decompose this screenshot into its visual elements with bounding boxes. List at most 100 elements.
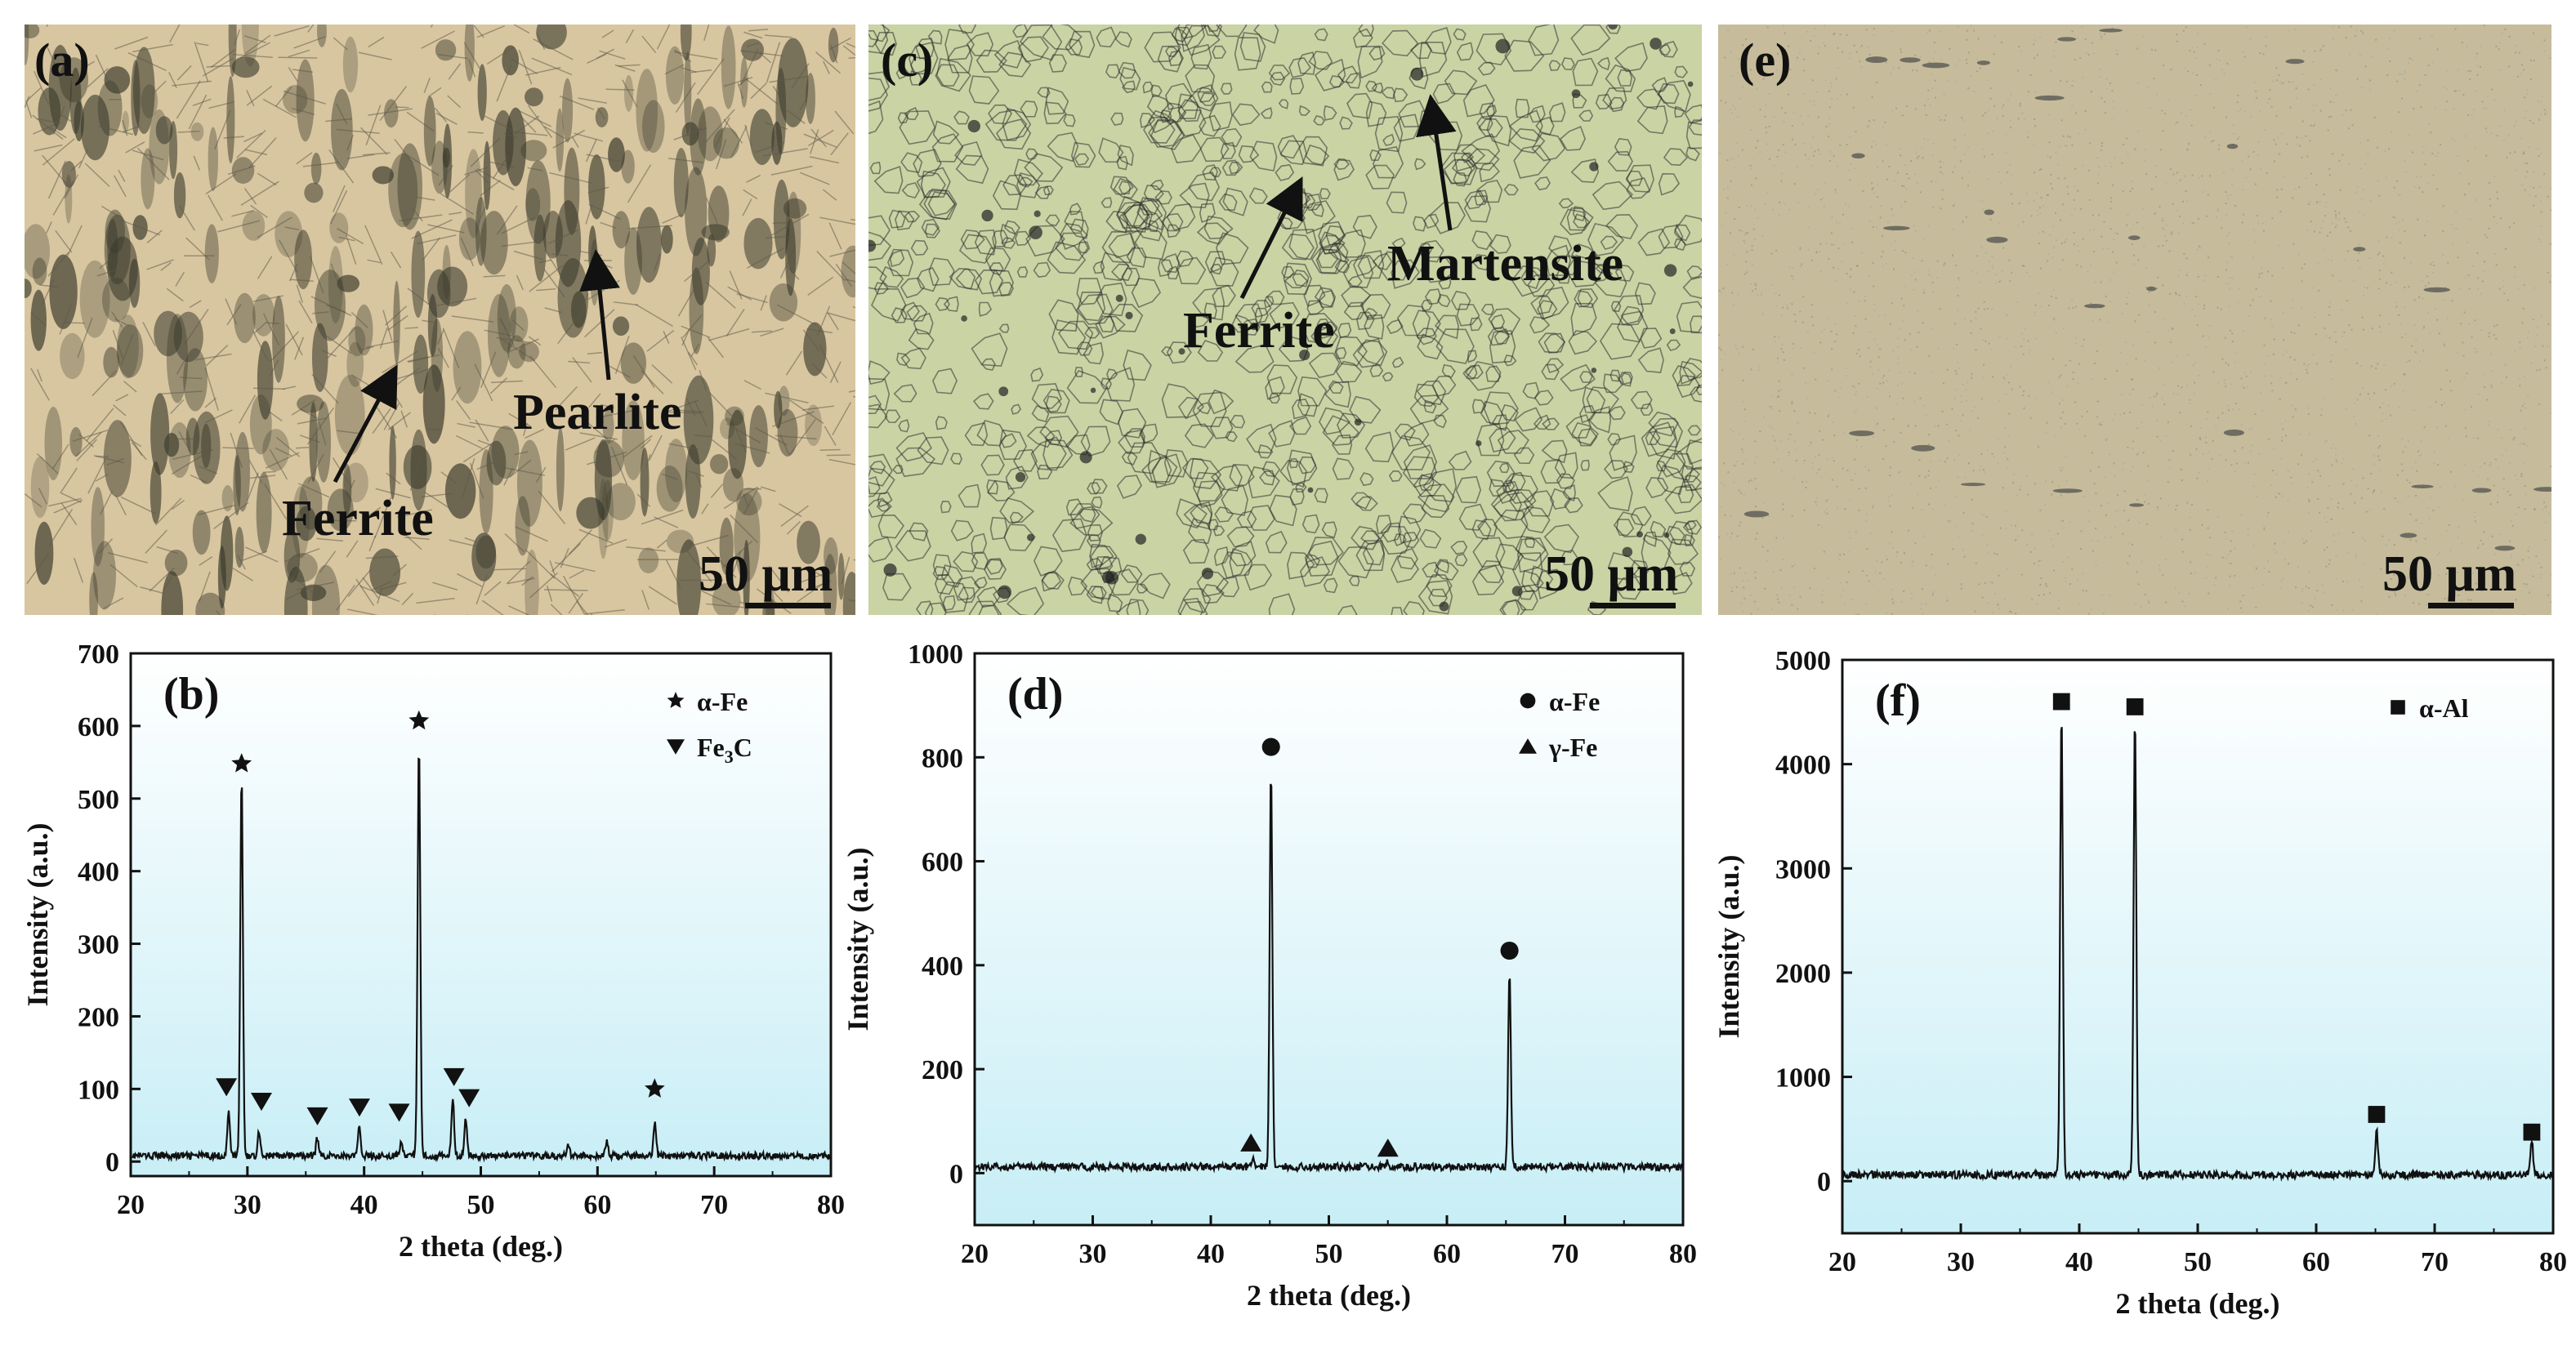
legend-marker-circle	[1520, 693, 1536, 709]
arrow-ferrite-a	[333, 364, 398, 483]
micrograph-c	[868, 25, 1702, 615]
y-tick-label: 0	[105, 1147, 119, 1178]
micrograph-e	[1718, 25, 2551, 615]
y-tick-label: 100	[78, 1075, 119, 1105]
x-axis-label: 2 theta (deg.)	[399, 1230, 563, 1263]
xrd-chart-b: 20 30 40 50 60 70 80 0 100 200 300 400 500 600 700 2 th…	[21, 639, 845, 1263]
y-axis-label: Intensity (a.u.)	[1712, 854, 1745, 1038]
xrd-series-line	[1842, 726, 2555, 1183]
x-tick-label: 60	[2302, 1247, 2330, 1277]
phase-marker-square	[2052, 693, 2070, 711]
annotation-martensite: Martensite	[1387, 236, 1624, 292]
scale-label-c: 50 μm	[1544, 546, 1679, 602]
y-tick-label: 0	[949, 1159, 963, 1189]
x-tick-label: 30	[234, 1190, 261, 1220]
y-tick-label: 500	[78, 785, 119, 815]
phase-marker-triangle-up	[1377, 1139, 1399, 1157]
scale-label-e: 50 μm	[2382, 546, 2517, 602]
panel-label-a: (a)	[34, 33, 90, 87]
phase-marker-square	[2523, 1123, 2541, 1141]
x-tick-label: 70	[1551, 1239, 1579, 1269]
phase-marker-triangle-down	[443, 1067, 465, 1086]
legend-label: α-Al	[2419, 693, 2469, 723]
x-axis-label: 2 theta (deg.)	[2116, 1287, 2280, 1320]
scale-bar-a	[745, 603, 831, 608]
phase-marker-triangle-down	[348, 1098, 370, 1117]
chart-panel-label: (f)	[1875, 675, 1921, 726]
legend-marker-triangle-up	[1519, 738, 1537, 754]
x-tick-label: 80	[2539, 1247, 2567, 1277]
phase-marker-square	[2368, 1106, 2386, 1123]
chart-panel-label: (d)	[1007, 669, 1063, 720]
y-tick-label: 200	[922, 1055, 963, 1085]
plot-area	[131, 653, 831, 1176]
plot-area	[1842, 660, 2553, 1233]
x-tick-label: 50	[2184, 1247, 2212, 1277]
phase-marker-circle	[1500, 941, 1519, 960]
phase-marker-triangle-down	[216, 1078, 238, 1097]
y-tick-label: 4000	[1775, 751, 1831, 781]
x-axis-label: 2 theta (deg.)	[1247, 1279, 1411, 1312]
y-tick-label: 5000	[1775, 646, 1831, 676]
x-tick-label: 80	[1669, 1239, 1697, 1269]
chart-panel-label: (b)	[163, 669, 219, 720]
scale-bar-c	[1590, 603, 1676, 608]
legend-marker-square	[2391, 700, 2405, 715]
y-axis-label: Intensity (a.u.)	[21, 822, 54, 1006]
phase-marker-star	[231, 753, 252, 773]
xrd-series-line	[129, 757, 832, 1163]
y-tick-label: 200	[78, 1002, 119, 1032]
x-tick-label: 30	[1079, 1239, 1107, 1269]
x-tick-label: 40	[350, 1190, 378, 1220]
x-tick-label: 80	[817, 1190, 845, 1220]
arrow-pearlite	[579, 249, 620, 381]
y-tick-label: 600	[78, 712, 119, 742]
x-tick-label: 40	[2065, 1247, 2093, 1277]
y-axis-label: Intensity (a.u.)	[842, 847, 874, 1031]
x-tick-label: 30	[1947, 1247, 1975, 1277]
x-tick-label: 60	[1433, 1239, 1461, 1269]
y-tick-label: 800	[922, 743, 963, 773]
y-tick-label: 3000	[1775, 854, 1831, 885]
y-tick-label: 400	[78, 858, 119, 888]
xrd-chart-f: 20 30 40 50 60 70 80 0 1000 2000 3000 4000 5000 2 the…	[1712, 646, 2567, 1320]
legend-label: γ-Fe	[1548, 733, 1597, 762]
legend-label: α-Fe	[697, 687, 748, 716]
legend-marker-star	[667, 692, 685, 708]
phase-marker-triangle-down	[388, 1103, 410, 1122]
x-tick-label: 50	[467, 1190, 495, 1220]
y-tick-label: 2000	[1775, 959, 1831, 989]
arrow-martensite	[1416, 94, 1457, 231]
y-tick-label: 0	[1817, 1167, 1831, 1197]
arrow-ferrite-c	[1239, 176, 1303, 300]
x-tick-label: 70	[700, 1190, 728, 1220]
panel-label-e: (e)	[1739, 33, 1792, 87]
legend-marker-triangle-down	[667, 739, 685, 755]
legend-label: α-Fe	[1549, 687, 1600, 716]
y-tick-label: 600	[922, 848, 963, 878]
annotation-ferrite-c: Ferrite	[1183, 303, 1335, 359]
phase-marker-star	[408, 710, 430, 730]
x-tick-label: 20	[117, 1190, 145, 1220]
micrograph-a	[25, 25, 855, 615]
x-tick-label: 70	[2421, 1247, 2449, 1277]
phase-marker-triangle-down	[458, 1089, 480, 1107]
phase-marker-triangle-down	[250, 1093, 272, 1112]
phase-marker-triangle-down	[306, 1107, 328, 1125]
scale-bar-e	[2428, 603, 2514, 608]
y-tick-label: 700	[78, 639, 119, 670]
phase-marker-square	[2126, 698, 2144, 715]
x-tick-label: 20	[1828, 1247, 1856, 1277]
xrd-series-line	[974, 783, 1685, 1174]
x-tick-label: 40	[1197, 1239, 1225, 1269]
y-tick-label: 1000	[908, 639, 963, 670]
annotation-ferrite-a: Ferrite	[282, 491, 434, 546]
y-tick-label: 1000	[1775, 1063, 1831, 1094]
y-tick-label: 300	[78, 930, 119, 960]
x-tick-label: 50	[1315, 1239, 1343, 1269]
annotation-pearlite: Pearlite	[513, 385, 682, 440]
phase-marker-circle	[1261, 737, 1280, 756]
x-tick-label: 60	[583, 1190, 611, 1220]
x-tick-label: 20	[961, 1239, 989, 1269]
